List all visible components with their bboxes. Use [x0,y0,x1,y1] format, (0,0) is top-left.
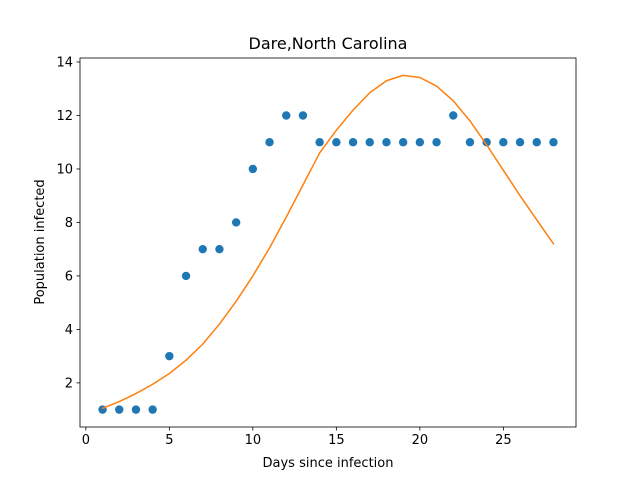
data-point [382,138,391,147]
y-tick-label: 14 [56,56,73,71]
data-point [165,351,174,361]
plot-area [79,57,577,428]
data-point [181,271,191,281]
axes-frame [79,57,577,428]
data-point [231,218,241,227]
y-tick-label: 12 [56,109,73,124]
data-point [482,138,491,147]
y-tick-label: 8 [65,216,73,231]
x-tick-label: 10 [245,433,262,448]
axis-ticks: 0 5 10 15 20 25 2 4 6 8 10 12 14 [56,56,511,448]
y-axis-title: Population infected [33,179,48,304]
data-point [131,405,141,414]
data-point [532,138,541,147]
data-point [315,138,324,147]
data-point [432,138,441,147]
data-point [282,111,291,120]
data-point [148,405,157,414]
y-tick-label: 6 [65,269,73,284]
x-tick-label: 5 [165,433,173,448]
data-point [515,138,525,147]
data-point [215,244,224,254]
x-tick-label: 20 [412,433,429,448]
data-point [115,405,124,414]
y-tick-label: 10 [56,162,73,177]
x-tick-label: 0 [82,433,90,448]
y-tick-label: 2 [65,376,73,391]
data-point [499,138,508,147]
x-tick-label: 25 [495,433,512,448]
data-point [248,164,258,174]
data-point [298,111,308,120]
data-point [265,138,274,147]
x-axis-title: Days since infection [263,456,394,471]
y-tick-label: 4 [65,323,73,338]
x-tick-label: 15 [328,433,345,448]
data-point [549,138,558,147]
data-point [449,111,458,120]
fitted-curve-line [101,74,555,410]
data-point [198,244,207,254]
data-point [348,138,358,147]
data-point [398,138,408,147]
data-point [415,138,425,147]
data-point [332,138,341,147]
chart-title: Dare,North Carolina [249,34,408,53]
data-point [465,138,475,147]
data-point [365,138,374,147]
